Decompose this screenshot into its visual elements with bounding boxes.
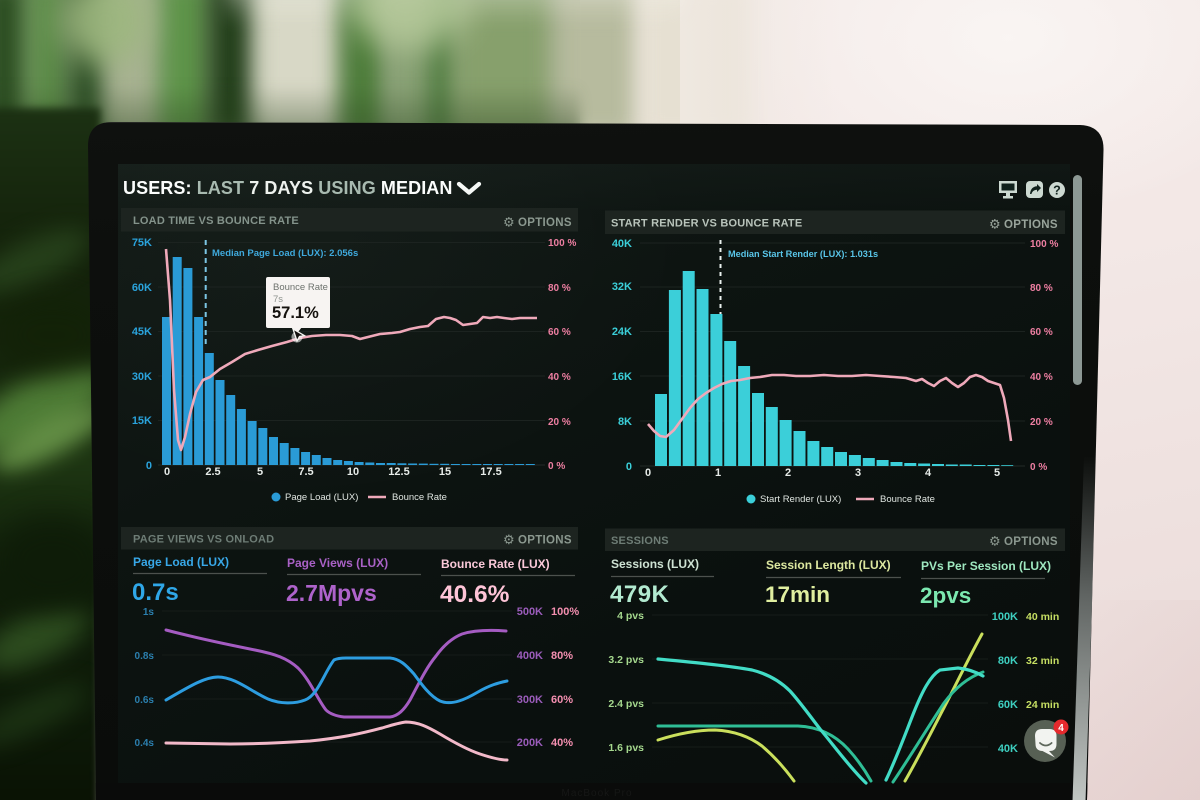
svg-text:4 pvs: 4 pvs bbox=[617, 610, 644, 622]
svg-text:?: ? bbox=[1053, 184, 1061, 198]
svg-text:20 %: 20 % bbox=[1030, 417, 1053, 428]
svg-text:57.1%: 57.1% bbox=[272, 304, 319, 322]
svg-text:0.7s: 0.7s bbox=[132, 579, 179, 606]
svg-text:500K: 500K bbox=[517, 606, 543, 618]
svg-text:300K: 300K bbox=[517, 694, 543, 706]
svg-text:100 %: 100 % bbox=[1030, 239, 1058, 250]
svg-text:Bounce Rate: Bounce Rate bbox=[880, 494, 935, 505]
svg-text:2.4 pvs: 2.4 pvs bbox=[608, 698, 644, 710]
svg-text:0: 0 bbox=[626, 461, 632, 473]
svg-text:8K: 8K bbox=[618, 416, 632, 428]
svg-text:⚙: ⚙ bbox=[989, 217, 1001, 232]
svg-text:SESSIONS: SESSIONS bbox=[611, 535, 669, 547]
svg-text:2: 2 bbox=[785, 467, 791, 479]
svg-text:3: 3 bbox=[855, 467, 861, 479]
svg-text:0: 0 bbox=[164, 466, 170, 478]
svg-text:24K: 24K bbox=[612, 326, 632, 338]
svg-text:60 %: 60 % bbox=[1030, 327, 1053, 338]
svg-text:Bounce Rate: Bounce Rate bbox=[392, 492, 447, 503]
svg-text:LOAD TIME VS BOUNCE RATE: LOAD TIME VS BOUNCE RATE bbox=[133, 215, 299, 227]
svg-text:60K: 60K bbox=[132, 282, 152, 294]
svg-text:20 %: 20 % bbox=[548, 417, 571, 428]
svg-text:60 %: 60 % bbox=[548, 327, 571, 338]
svg-text:MacBook Pro: MacBook Pro bbox=[561, 788, 632, 799]
svg-text:4: 4 bbox=[925, 467, 932, 479]
svg-text:40 %: 40 % bbox=[548, 372, 571, 383]
svg-text:1: 1 bbox=[715, 467, 721, 479]
svg-text:1.6 pvs: 1.6 pvs bbox=[608, 742, 644, 754]
svg-text:3.2 pvs: 3.2 pvs bbox=[608, 654, 644, 666]
svg-text:15K: 15K bbox=[132, 415, 152, 427]
svg-text:Sessions (LUX): Sessions (LUX) bbox=[611, 557, 699, 571]
svg-text:30K: 30K bbox=[132, 371, 152, 383]
svg-text:100K: 100K bbox=[992, 611, 1018, 623]
svg-text:Median Start Render (LUX): 1.0: Median Start Render (LUX): 1.031s bbox=[728, 249, 878, 259]
svg-text:40K: 40K bbox=[612, 238, 632, 250]
svg-text:5: 5 bbox=[257, 466, 263, 478]
svg-text:Start Render (LUX): Start Render (LUX) bbox=[760, 494, 841, 505]
svg-text:2.7Mpvs: 2.7Mpvs bbox=[286, 580, 377, 606]
svg-text:40 min: 40 min bbox=[1026, 611, 1059, 623]
svg-text:Bounce Rate: Bounce Rate bbox=[273, 282, 328, 293]
svg-text:⚙: ⚙ bbox=[503, 532, 515, 547]
svg-text:4: 4 bbox=[1058, 723, 1064, 734]
svg-text:0.4s: 0.4s bbox=[135, 738, 155, 749]
svg-text:7.5: 7.5 bbox=[298, 466, 313, 478]
svg-text:Session Length (LUX): Session Length (LUX) bbox=[766, 558, 891, 572]
svg-text:PAGE VIEWS VS ONLOAD: PAGE VIEWS VS ONLOAD bbox=[133, 534, 274, 546]
svg-text:60%: 60% bbox=[551, 694, 573, 706]
svg-text:0 %: 0 % bbox=[548, 461, 565, 472]
svg-text:1s: 1s bbox=[143, 607, 155, 618]
svg-text:24 min: 24 min bbox=[1026, 699, 1059, 711]
svg-text:10: 10 bbox=[347, 466, 359, 478]
svg-text:0: 0 bbox=[645, 467, 651, 479]
svg-text:2pvs: 2pvs bbox=[920, 583, 971, 608]
svg-text:Page Views (LUX): Page Views (LUX) bbox=[287, 556, 388, 570]
svg-text:0.6s: 0.6s bbox=[135, 695, 155, 706]
svg-text:Page Load (LUX): Page Load (LUX) bbox=[133, 555, 229, 569]
svg-text:100%: 100% bbox=[551, 606, 579, 618]
svg-text:80 %: 80 % bbox=[548, 283, 571, 294]
svg-text:15: 15 bbox=[439, 466, 451, 478]
svg-text:80K: 80K bbox=[998, 655, 1018, 667]
svg-text:479K: 479K bbox=[610, 581, 670, 608]
svg-text:80 %: 80 % bbox=[1030, 283, 1053, 294]
svg-text:400K: 400K bbox=[517, 650, 543, 662]
svg-text:45K: 45K bbox=[132, 326, 152, 338]
svg-text:80%: 80% bbox=[551, 650, 573, 662]
svg-text:Median Page Load (LUX): 2.056s: Median Page Load (LUX): 2.056s bbox=[212, 248, 358, 259]
svg-text:17min: 17min bbox=[765, 582, 830, 607]
svg-text:⚙: ⚙ bbox=[989, 534, 1001, 549]
svg-text:40.6%: 40.6% bbox=[440, 581, 510, 608]
svg-text:0 %: 0 % bbox=[1030, 462, 1047, 473]
svg-text:⚙: ⚙ bbox=[503, 215, 515, 230]
svg-text:12.5: 12.5 bbox=[388, 466, 409, 478]
svg-text:Bounce Rate (LUX): Bounce Rate (LUX) bbox=[441, 557, 550, 571]
svg-text:40K: 40K bbox=[998, 743, 1018, 755]
svg-text:40 %: 40 % bbox=[1030, 372, 1053, 383]
svg-text:USERS: LAST 7 DAYS USING MEDIA: USERS: LAST 7 DAYS USING MEDIAN bbox=[123, 178, 453, 198]
svg-text:Page Load (LUX): Page Load (LUX) bbox=[285, 492, 358, 503]
svg-text:17.5: 17.5 bbox=[480, 466, 501, 478]
svg-text:60K: 60K bbox=[998, 699, 1018, 711]
svg-text:START RENDER VS BOUNCE RATE: START RENDER VS BOUNCE RATE bbox=[611, 218, 802, 230]
svg-text:200K: 200K bbox=[517, 737, 543, 749]
svg-text:0: 0 bbox=[146, 460, 152, 472]
svg-text:OPTIONS: OPTIONS bbox=[1004, 219, 1058, 231]
svg-text:OPTIONS: OPTIONS bbox=[518, 217, 572, 229]
svg-text:2.5: 2.5 bbox=[205, 466, 220, 478]
svg-text:40%: 40% bbox=[551, 737, 573, 749]
svg-text:0.8s: 0.8s bbox=[135, 651, 155, 662]
svg-text:100 %: 100 % bbox=[548, 238, 576, 249]
svg-text:32K: 32K bbox=[612, 281, 632, 293]
svg-text:16K: 16K bbox=[612, 371, 632, 383]
svg-text:75K: 75K bbox=[132, 237, 152, 249]
svg-text:32 min: 32 min bbox=[1026, 655, 1059, 667]
svg-text:7s: 7s bbox=[273, 294, 283, 305]
svg-text:OPTIONS: OPTIONS bbox=[1004, 536, 1058, 548]
svg-text:5: 5 bbox=[994, 467, 1000, 479]
svg-text:PVs Per Session (LUX): PVs Per Session (LUX) bbox=[921, 559, 1051, 573]
svg-text:OPTIONS: OPTIONS bbox=[518, 535, 572, 547]
